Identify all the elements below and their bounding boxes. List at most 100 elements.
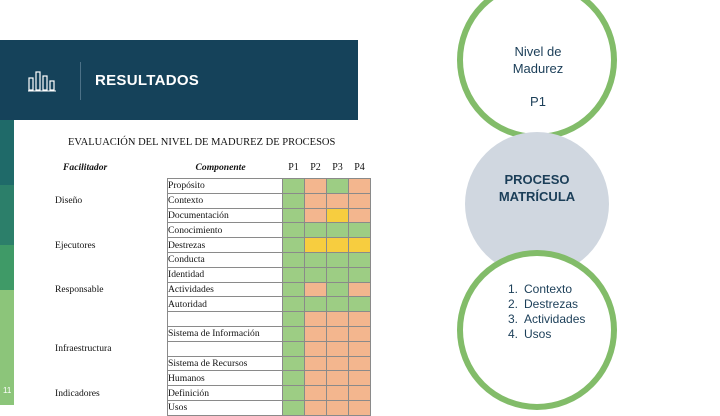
componente-cell: Autoridad [167,296,283,313]
facilitador-cell: Responsable [55,283,104,295]
maturity-cell-p1 [282,251,305,268]
list-number: 3. [507,312,518,326]
maturity-cell-p4 [348,266,371,283]
maturity-cell-p3 [326,325,349,342]
table-row: Sistema de Recursos [55,355,371,372]
componente-cell: Propósito [167,178,283,194]
header-p1: P1 [288,161,299,173]
maturity-cell-p1 [282,266,305,283]
maturity-cell-p3 [326,222,349,239]
componente-cell: Humanos [167,370,283,387]
process-name: PROCESO MATRÍCULA [477,171,597,205]
table-row: Conocimiento [55,222,371,239]
list-text: Actividades [524,312,586,326]
list-item: 2. Destrezas [490,297,585,312]
table-row: Identidad [55,266,371,283]
maturity-cell-p2 [304,399,327,416]
maturity-cell-p3 [326,192,349,209]
maturity-cell-p3 [326,178,349,194]
maturity-cell-p4 [348,325,371,342]
process-name-line: MATRÍCULA [498,189,576,204]
maturity-cell-p3 [326,399,349,416]
facilitador-cell [55,267,168,282]
sidebar-strip [0,120,14,185]
maturity-cell-p2 [304,281,327,298]
maturity-cell-p3 [326,355,349,372]
maturity-cell-p2 [304,325,327,342]
maturity-cell-p2 [304,207,327,224]
sidebar-strip [0,290,14,405]
facilitador-cell: Ejecutores [55,239,96,251]
table-row [55,311,371,327]
table-row: Autoridad [55,296,371,313]
facilitador-cell [55,208,168,223]
list-item: 4. Usos [490,327,585,342]
page-title: RESULTADOS [95,72,200,89]
componente-cell: Documentación [167,207,283,224]
maturity-cell-p4 [348,296,371,313]
componente-cell: Actividades [167,281,283,298]
list-text: Contexto [524,282,573,296]
maturity-cell-p3 [326,370,349,387]
facilitador-cell: Diseño [55,195,83,207]
table-row: Conducta [55,251,371,268]
maturity-cell-p4 [348,237,371,253]
maturity-cell-p4 [348,251,371,268]
maturity-cell-p4 [348,385,371,401]
componente-cell: Definición [167,385,283,401]
maturity-cell-p2 [304,178,327,194]
table-row: Sistema de Información [55,325,371,342]
maturity-cell-p1 [282,385,305,401]
maturity-cell-p1 [282,370,305,387]
header-p3: P3 [332,161,343,173]
list-number: 4. [507,327,518,341]
maturity-label: Nivel de Madurez [478,43,598,77]
maturity-cell-p1 [282,281,305,298]
facilitador-cell [55,371,168,386]
facilitador-cell [55,312,168,327]
maturity-cell-p3 [326,311,349,327]
component-list: 1. Contexto 2. Destrezas 3. Actividades 4. U… [490,282,585,342]
maturity-circle [457,0,617,140]
maturity-cell-p2 [304,355,327,372]
table-row: Responsable Actividades [55,281,371,298]
facilitador-cell [55,356,168,371]
facilitador-cell [55,223,168,238]
list-number: 2. [507,297,518,311]
table-row: Humanos [55,370,371,387]
maturity-cell-p3 [326,281,349,298]
sidebar-strip [0,185,14,245]
componente-cell [167,340,283,357]
table-row: Infraestructura [55,340,371,357]
componente-cell: Sistema de Recursos [167,355,283,372]
maturity-cell-p1 [282,355,305,372]
header-p4: P4 [354,161,365,173]
bar-chart-icon [28,71,56,92]
list-text: Destrezas [524,297,579,311]
header-facilitador: Facilitador [63,161,108,173]
maturity-cell-p4 [348,355,371,372]
maturity-cell-p2 [304,222,327,239]
list-item: 1. Contexto [490,282,585,297]
table-body: Propósito Diseño Contexto Documentación Cono… [55,178,371,416]
table-row: Documentación [55,207,371,224]
maturity-cell-p1 [282,325,305,342]
evaluation-table: Facilitador Componente P1 P2 P3 P4 Propó… [55,156,371,416]
maturity-cell-p4 [348,399,371,416]
componente-cell: Conducta [167,251,283,268]
maturity-cell-p3 [326,251,349,268]
table-row: Ejecutores Destrezas [55,237,371,253]
header-p2: P2 [310,161,321,173]
maturity-cell-p3 [326,207,349,224]
maturity-cell-p2 [304,266,327,283]
maturity-label-line: Nivel de [514,44,562,59]
maturity-cell-p4 [348,281,371,298]
maturity-cell-p3 [326,296,349,313]
maturity-cell-p2 [304,192,327,209]
facilitador-cell: Indicadores [55,387,100,399]
list-number: 1. [507,282,518,296]
maturity-cell-p2 [304,296,327,313]
maturity-cell-p2 [304,311,327,327]
maturity-cell-p4 [348,178,371,194]
maturity-cell-p1 [282,237,305,253]
